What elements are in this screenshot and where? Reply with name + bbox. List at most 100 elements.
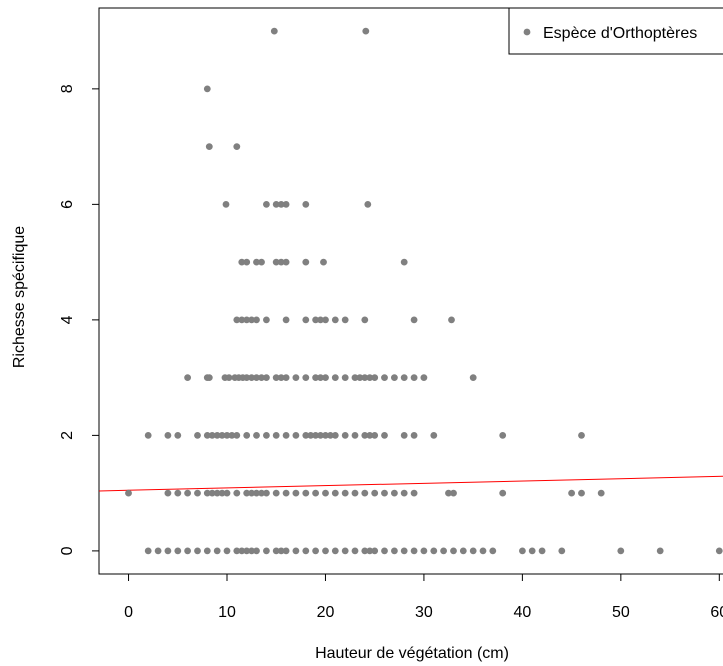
data-point [194, 432, 201, 439]
data-point [277, 258, 285, 266]
data-point [263, 201, 270, 208]
data-point [499, 489, 507, 497]
data-point [174, 432, 182, 439]
x-axis: 0 10 20 30 40 50 60 [124, 574, 723, 621]
data-point [194, 489, 201, 497]
data-point [528, 547, 536, 555]
data-point [213, 547, 221, 555]
data-point [218, 489, 226, 497]
data-point [459, 547, 467, 555]
y-tick-label: 2 [59, 431, 76, 440]
data-point [203, 85, 211, 93]
data-point [205, 374, 213, 381]
data-point [253, 489, 260, 497]
data-point [258, 489, 265, 497]
data-point [292, 547, 300, 555]
data-point [258, 374, 265, 381]
data-point [223, 489, 231, 497]
y-tick-label: 0 [59, 546, 76, 555]
data-point [277, 374, 285, 381]
regression-layer [98, 475, 723, 492]
x-tick-label: 10 [218, 604, 236, 621]
x-tick-label: 0 [124, 604, 133, 621]
data-point [469, 374, 477, 381]
data-point [154, 547, 162, 555]
data-point [366, 374, 374, 381]
data-point [331, 489, 339, 497]
data-point [292, 432, 300, 439]
legend: Espèce d'Orthoptères [508, 7, 723, 55]
data-point [331, 432, 339, 439]
x-tick-label: 60 [710, 604, 723, 621]
data-point [322, 316, 329, 324]
data-point [282, 432, 290, 439]
data-point [341, 432, 349, 439]
data-point [282, 258, 290, 266]
data-point [322, 432, 329, 439]
data-point [292, 374, 300, 381]
data-point [208, 489, 216, 497]
data-point [312, 432, 319, 439]
data-point [320, 258, 327, 266]
data-point [253, 316, 260, 324]
data-point [263, 489, 270, 497]
data-point [351, 374, 359, 381]
data-point [272, 489, 280, 497]
data-point [317, 374, 324, 381]
data-point [400, 258, 408, 266]
data-point [312, 374, 319, 381]
data-point [341, 374, 349, 381]
data-point [361, 489, 369, 497]
data-point [381, 374, 388, 381]
data-point [327, 432, 334, 439]
data-point [312, 547, 319, 555]
data-point [312, 489, 319, 497]
data-point [144, 432, 152, 439]
data-point [331, 316, 339, 324]
data-point [391, 374, 398, 381]
data-point [270, 27, 278, 35]
data-point [213, 432, 221, 439]
data-point [322, 374, 329, 381]
data-point [400, 547, 408, 555]
data-point [223, 547, 231, 555]
data-point [361, 316, 369, 324]
data-point [400, 432, 408, 439]
plot-area [98, 7, 723, 575]
data-point [243, 316, 251, 324]
y-tick-label: 6 [59, 200, 76, 209]
data-point [243, 258, 251, 266]
data-point [361, 432, 369, 439]
data-point [233, 432, 241, 439]
data-point [248, 547, 256, 555]
data-point [282, 374, 290, 381]
data-point [410, 432, 418, 439]
data-point [322, 489, 329, 497]
data-point [253, 547, 260, 555]
data-point [420, 374, 428, 381]
data-point [263, 374, 270, 381]
data-point [164, 489, 172, 497]
data-point [371, 374, 379, 381]
data-point [218, 432, 226, 439]
data-point [656, 547, 664, 555]
data-point [331, 547, 339, 555]
data-point [578, 489, 585, 497]
data-point [381, 432, 388, 439]
data-point [277, 547, 285, 555]
data-point [282, 489, 290, 497]
data-point [351, 432, 359, 439]
data-point [243, 374, 251, 381]
data-point [144, 547, 152, 555]
points-layer [125, 27, 723, 555]
data-point [272, 258, 280, 266]
data-point [184, 374, 192, 381]
data-point [253, 374, 260, 381]
data-point [243, 432, 251, 439]
data-point [302, 547, 310, 555]
data-point [430, 432, 438, 439]
data-point [341, 316, 349, 324]
data-point [184, 489, 192, 497]
data-point [450, 489, 457, 497]
data-point [203, 489, 211, 497]
